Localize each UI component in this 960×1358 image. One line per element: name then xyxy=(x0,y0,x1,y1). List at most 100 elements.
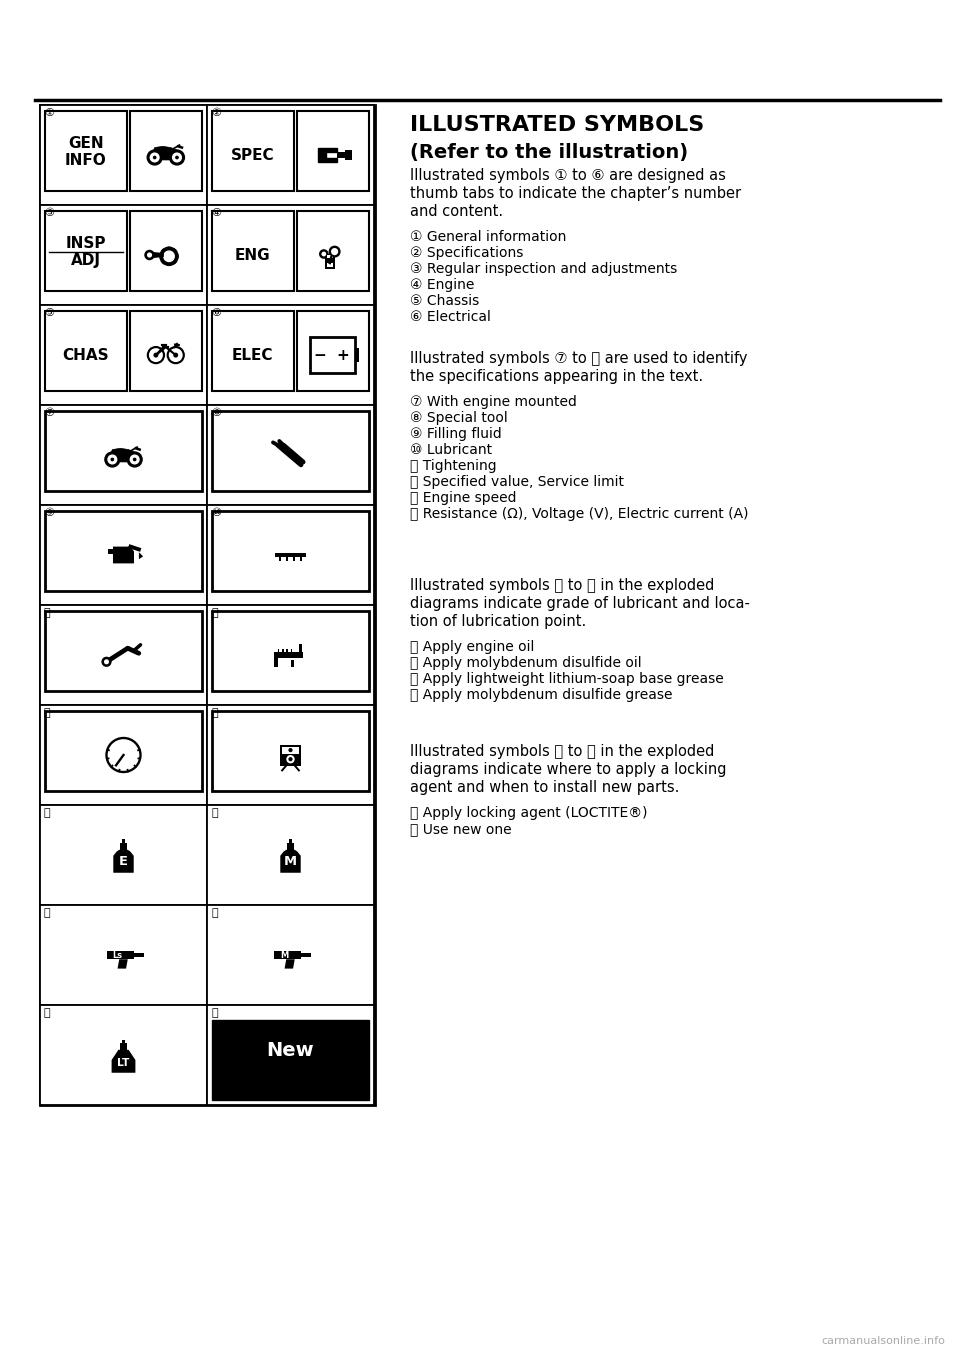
Text: LT: LT xyxy=(117,1058,130,1067)
Text: INSP
ADJ: INSP ADJ xyxy=(65,236,106,268)
Text: tion of lubrication point.: tion of lubrication point. xyxy=(410,614,587,629)
Bar xyxy=(291,660,294,667)
Text: +: + xyxy=(336,348,349,363)
Bar xyxy=(207,306,374,405)
Text: ⑲: ⑲ xyxy=(44,1008,51,1018)
Text: diagrams indicate where to apply a locking: diagrams indicate where to apply a locki… xyxy=(410,762,727,777)
Bar xyxy=(355,348,359,363)
Bar xyxy=(45,311,127,391)
Text: ⑥ Electrical: ⑥ Electrical xyxy=(410,310,491,325)
Circle shape xyxy=(319,250,328,259)
Bar xyxy=(282,649,284,652)
Text: ⑫ Specified value, Service limit: ⑫ Specified value, Service limit xyxy=(410,475,624,489)
Bar xyxy=(40,105,375,1105)
Text: ⑧: ⑧ xyxy=(211,407,221,418)
Text: ⑦ With engine mounted: ⑦ With engine mounted xyxy=(410,395,577,409)
Text: ⑱ Apply molybdenum disulfide grease: ⑱ Apply molybdenum disulfide grease xyxy=(410,689,673,702)
Text: ③: ③ xyxy=(44,208,54,219)
Bar xyxy=(40,606,207,705)
Text: (Refer to the illustration): (Refer to the illustration) xyxy=(410,143,688,162)
Bar xyxy=(40,205,207,306)
Circle shape xyxy=(132,458,136,462)
Bar xyxy=(289,839,292,843)
Bar xyxy=(207,1005,374,1105)
Bar xyxy=(326,255,333,268)
Text: diagrams indicate grade of lubricant and loca-: diagrams indicate grade of lubricant and… xyxy=(410,596,750,611)
Polygon shape xyxy=(111,1050,135,1073)
Text: ⑨: ⑨ xyxy=(44,508,54,517)
Bar xyxy=(212,511,369,591)
Bar xyxy=(282,747,299,754)
Bar xyxy=(291,649,292,652)
Text: ⑳: ⑳ xyxy=(211,1008,218,1018)
Bar xyxy=(212,111,294,191)
Text: and content.: and content. xyxy=(410,204,503,219)
Circle shape xyxy=(167,247,171,250)
Bar xyxy=(280,744,301,766)
Circle shape xyxy=(110,458,114,462)
Text: ③ Regular inspection and adjustments: ③ Regular inspection and adjustments xyxy=(410,262,677,276)
Bar xyxy=(40,904,207,1005)
Text: Illustrated symbols ① to ⑥ are designed as: Illustrated symbols ① to ⑥ are designed … xyxy=(410,168,726,183)
Bar xyxy=(297,210,369,291)
Text: Ls: Ls xyxy=(112,951,123,960)
Circle shape xyxy=(170,149,184,164)
Polygon shape xyxy=(109,448,137,462)
Circle shape xyxy=(167,262,171,266)
Text: ⑯: ⑯ xyxy=(211,808,218,818)
Circle shape xyxy=(173,353,179,357)
Bar xyxy=(40,306,207,405)
Bar xyxy=(130,111,202,191)
Bar xyxy=(207,405,374,505)
Circle shape xyxy=(161,249,165,253)
Text: ⑰: ⑰ xyxy=(44,909,51,918)
Circle shape xyxy=(104,659,109,664)
Text: ⑦: ⑦ xyxy=(44,407,54,418)
Bar xyxy=(207,205,374,306)
Circle shape xyxy=(154,353,158,357)
Text: M: M xyxy=(284,856,297,868)
Bar xyxy=(325,254,335,269)
Bar xyxy=(212,611,369,691)
Text: Illustrated symbols ⑲ to ⑳ in the exploded: Illustrated symbols ⑲ to ⑳ in the explod… xyxy=(410,744,714,759)
Bar xyxy=(40,705,207,805)
Polygon shape xyxy=(113,850,133,873)
Circle shape xyxy=(151,153,159,162)
Bar xyxy=(122,1040,125,1043)
Text: ⑱: ⑱ xyxy=(211,909,218,918)
Bar xyxy=(40,105,207,205)
Bar xyxy=(107,951,133,959)
Text: ⑫: ⑫ xyxy=(211,608,218,618)
Circle shape xyxy=(322,251,326,257)
Circle shape xyxy=(105,452,120,467)
Bar xyxy=(130,311,202,391)
Bar xyxy=(120,843,127,850)
Bar xyxy=(130,210,202,291)
Text: ① General information: ① General information xyxy=(410,230,566,244)
Text: New: New xyxy=(267,1040,314,1059)
Circle shape xyxy=(173,153,181,162)
Bar xyxy=(45,611,202,691)
Text: ⑬: ⑬ xyxy=(44,708,51,718)
Bar xyxy=(345,149,351,160)
Circle shape xyxy=(145,250,154,259)
Circle shape xyxy=(328,246,341,258)
Text: ⑩ Lubricant: ⑩ Lubricant xyxy=(410,443,492,458)
Bar xyxy=(133,953,144,956)
Bar xyxy=(122,839,125,843)
Text: ⑨ Filling fluid: ⑨ Filling fluid xyxy=(410,426,502,441)
Text: CHAS: CHAS xyxy=(62,348,109,363)
Circle shape xyxy=(128,452,142,467)
Bar xyxy=(279,557,280,561)
Text: ②: ② xyxy=(211,109,221,118)
Bar xyxy=(212,411,369,492)
Bar xyxy=(212,712,369,790)
Circle shape xyxy=(175,156,179,159)
Bar xyxy=(40,505,207,606)
Circle shape xyxy=(131,455,139,464)
Bar xyxy=(289,955,291,959)
Text: ELEC: ELEC xyxy=(232,348,274,363)
Bar xyxy=(276,553,306,557)
Text: −: − xyxy=(314,348,326,363)
Polygon shape xyxy=(113,547,134,564)
